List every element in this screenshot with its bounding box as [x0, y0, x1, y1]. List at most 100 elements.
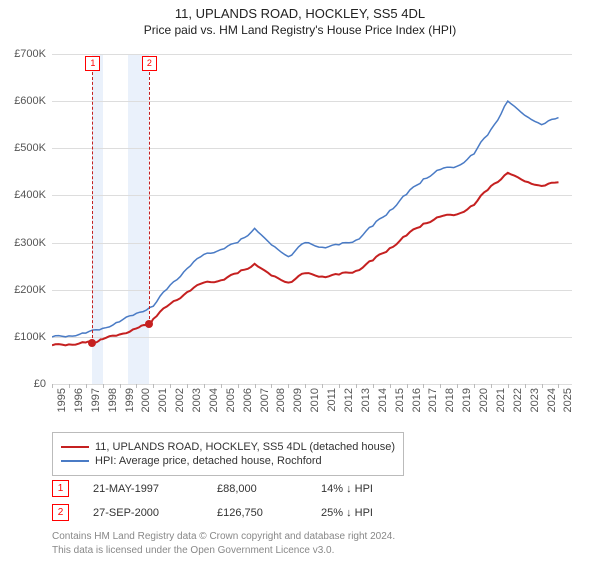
x-axis-label: 2008: [275, 388, 287, 412]
x-tick: [474, 384, 475, 388]
marker-num-1: 1: [52, 480, 69, 497]
x-tick: [440, 384, 441, 388]
x-tick: [390, 384, 391, 388]
y-axis-label: £600K: [0, 95, 46, 107]
x-axis-label: 2016: [411, 388, 423, 412]
legend-row: HPI: Average price, detached house, Roch…: [61, 455, 395, 467]
sale-price: £88,000: [217, 483, 297, 495]
x-tick: [271, 384, 272, 388]
x-tick: [407, 384, 408, 388]
x-tick: [136, 384, 137, 388]
x-tick: [457, 384, 458, 388]
sale-row-1: 1 21-MAY-1997 £88,000 14% ↓ HPI: [52, 480, 421, 497]
x-axis-label: 2021: [495, 388, 507, 412]
x-axis-label: 1995: [56, 388, 68, 412]
sale-date: 27-SEP-2000: [93, 507, 193, 519]
chart-subtitle: Price paid vs. HM Land Registry's House …: [0, 23, 600, 37]
y-axis-label: £400K: [0, 189, 46, 201]
x-tick: [204, 384, 205, 388]
x-axis-label: 2002: [174, 388, 186, 412]
chart-marker: 1: [85, 56, 100, 71]
x-tick: [305, 384, 306, 388]
y-axis-label: £0: [0, 378, 46, 390]
sale-pct: 14% ↓ HPI: [321, 483, 421, 495]
x-axis-label: 2006: [242, 388, 254, 412]
x-tick: [491, 384, 492, 388]
x-axis-label: 2012: [343, 388, 355, 412]
x-tick: [187, 384, 188, 388]
marker-num-2: 2: [52, 504, 69, 521]
y-axis-label: £300K: [0, 237, 46, 249]
x-axis-label: 2015: [394, 388, 406, 412]
x-tick: [373, 384, 374, 388]
y-axis-label: £700K: [0, 48, 46, 60]
legend-swatch: [61, 446, 89, 448]
y-axis-label: £200K: [0, 284, 46, 296]
x-axis-label: 2020: [478, 388, 490, 412]
x-axis-label: 2004: [208, 388, 220, 412]
x-axis-label: 2007: [259, 388, 271, 412]
x-axis-label: 2010: [309, 388, 321, 412]
x-axis-label: 2013: [360, 388, 372, 412]
x-axis-label: 2022: [512, 388, 524, 412]
x-tick: [423, 384, 424, 388]
marker-dash: [149, 72, 150, 324]
x-tick: [525, 384, 526, 388]
x-tick: [288, 384, 289, 388]
sale-price: £126,750: [217, 507, 297, 519]
series-line: [52, 101, 559, 337]
legend-row: 11, UPLANDS ROAD, HOCKLEY, SS5 4DL (deta…: [61, 441, 395, 453]
x-axis-label: 2009: [292, 388, 304, 412]
sale-pct: 25% ↓ HPI: [321, 507, 421, 519]
x-axis-label: 2017: [427, 388, 439, 412]
x-tick: [221, 384, 222, 388]
x-axis-label: 1999: [124, 388, 136, 412]
legend-label: HPI: Average price, detached house, Roch…: [95, 455, 322, 467]
sale-date: 21-MAY-1997: [93, 483, 193, 495]
x-axis-label: 2025: [562, 388, 574, 412]
y-axis-label: £500K: [0, 142, 46, 154]
chart-title: 11, UPLANDS ROAD, HOCKLEY, SS5 4DL: [0, 6, 600, 21]
x-tick: [322, 384, 323, 388]
x-axis-label: 1998: [107, 388, 119, 412]
series-line: [52, 173, 559, 345]
marker-dash: [92, 72, 93, 343]
x-tick: [542, 384, 543, 388]
x-axis-label: 2000: [140, 388, 152, 412]
x-tick: [52, 384, 53, 388]
x-axis-label: 2024: [546, 388, 558, 412]
x-axis-label: 2011: [326, 388, 338, 412]
x-axis-label: 2019: [461, 388, 473, 412]
marker-dot: [145, 320, 153, 328]
x-tick: [558, 384, 559, 388]
x-axis-label: 2003: [191, 388, 203, 412]
x-tick: [238, 384, 239, 388]
x-axis-label: 2014: [377, 388, 389, 412]
x-axis-label: 1996: [73, 388, 85, 412]
chart-area: 12 £0£100K£200K£300K£400K£500K£600K£700K…: [52, 54, 572, 385]
x-axis-label: 2023: [529, 388, 541, 412]
footer-licence: This data is licensed under the Open Gov…: [52, 544, 334, 557]
chart-marker: 2: [142, 56, 157, 71]
x-axis-label: 2001: [157, 388, 169, 412]
x-tick: [103, 384, 104, 388]
x-tick: [508, 384, 509, 388]
y-axis-label: £100K: [0, 331, 46, 343]
legend-swatch: [61, 460, 89, 462]
legend-label: 11, UPLANDS ROAD, HOCKLEY, SS5 4DL (deta…: [95, 441, 395, 453]
x-axis-label: 1997: [90, 388, 102, 412]
x-axis-label: 2018: [444, 388, 456, 412]
x-tick: [339, 384, 340, 388]
x-tick: [356, 384, 357, 388]
legend: 11, UPLANDS ROAD, HOCKLEY, SS5 4DL (deta…: [52, 432, 404, 476]
footer-copyright: Contains HM Land Registry data © Crown c…: [52, 530, 395, 543]
gridline: [52, 384, 572, 385]
x-tick: [255, 384, 256, 388]
x-tick: [69, 384, 70, 388]
line-chart: [52, 54, 572, 384]
x-axis-label: 2005: [225, 388, 237, 412]
x-tick: [120, 384, 121, 388]
x-tick: [170, 384, 171, 388]
marker-dot: [88, 339, 96, 347]
x-tick: [86, 384, 87, 388]
